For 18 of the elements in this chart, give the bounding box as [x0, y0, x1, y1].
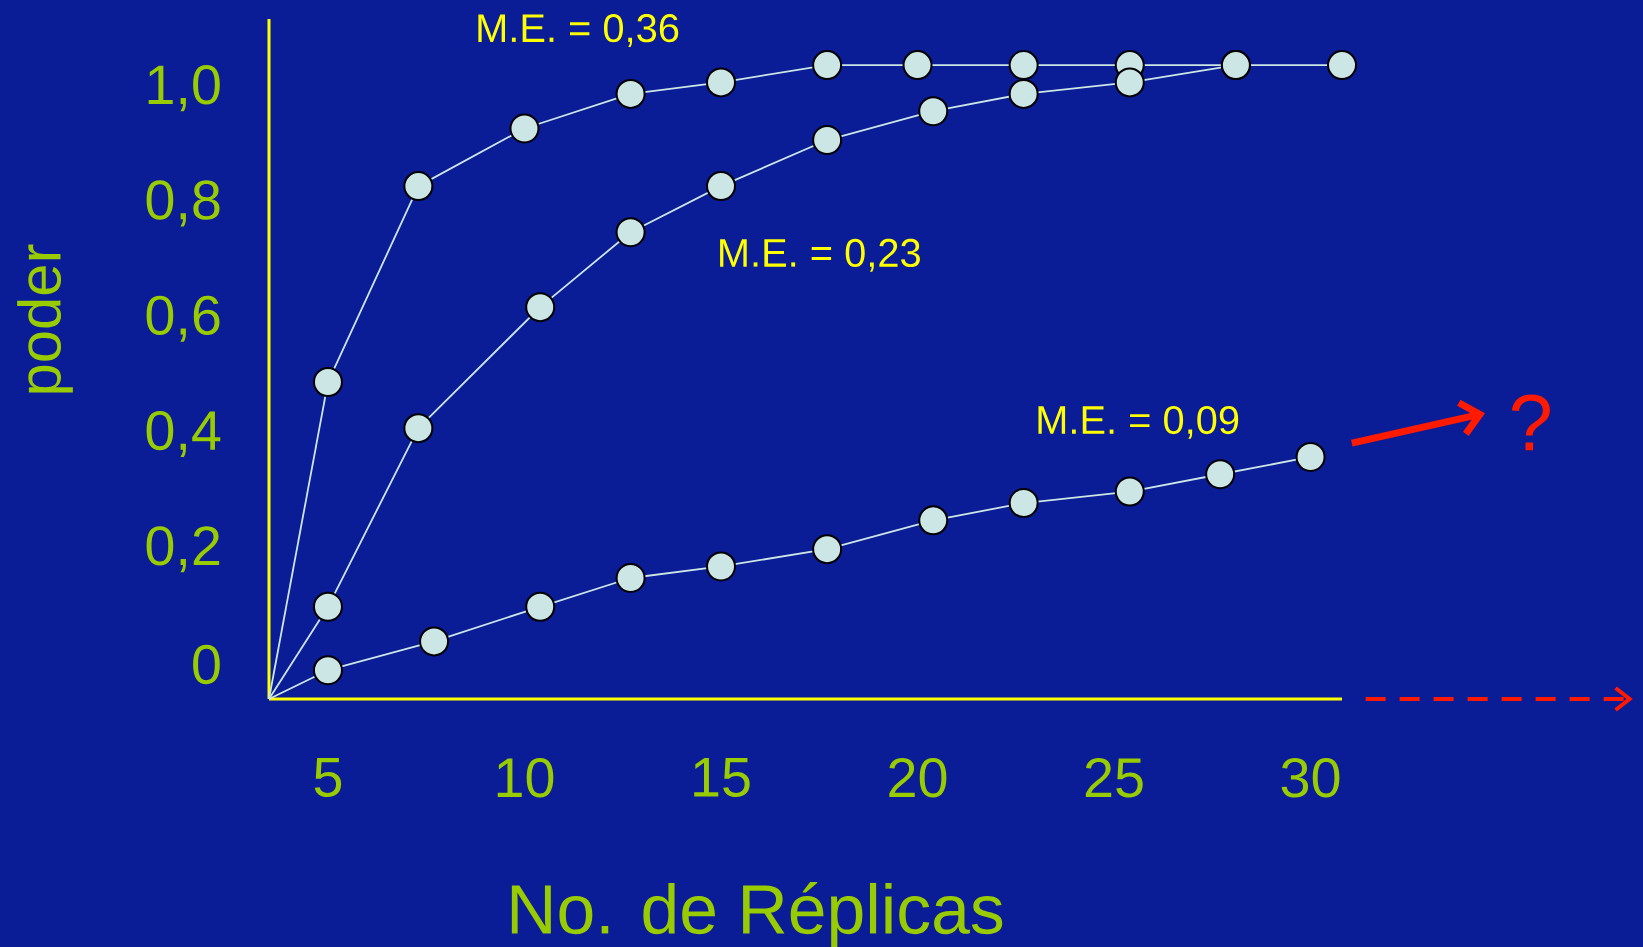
- y-axis-title: poder: [17, 244, 73, 393]
- y-tick-label: 0: [193, 644, 220, 685]
- y-tick-label: 0,4: [146, 410, 221, 457]
- y-tick-label: 1,0: [148, 65, 220, 112]
- x-tick-label: 15: [694, 758, 750, 797]
- y-tick-label: 0,8: [146, 180, 220, 227]
- x-axis-title: No. de Réplicas: [511, 882, 1003, 947]
- series-label: M.E. = 0,09: [1038, 405, 1239, 439]
- series-label: M.E. = 0,36: [478, 14, 679, 47]
- x-tick-label: 10: [497, 758, 554, 798]
- legend-label: M.E. = 0,23: [720, 238, 920, 272]
- x-tick-label: 25: [1085, 758, 1143, 798]
- y-tick-label: 0,6: [146, 295, 220, 342]
- x-tick-label: 5: [314, 758, 342, 797]
- y-tick-label: 0,2: [146, 526, 220, 573]
- text: ?: [1511, 394, 1550, 451]
- x-tick-label: 20: [889, 758, 947, 798]
- x-tick-label: 30: [1281, 758, 1340, 798]
